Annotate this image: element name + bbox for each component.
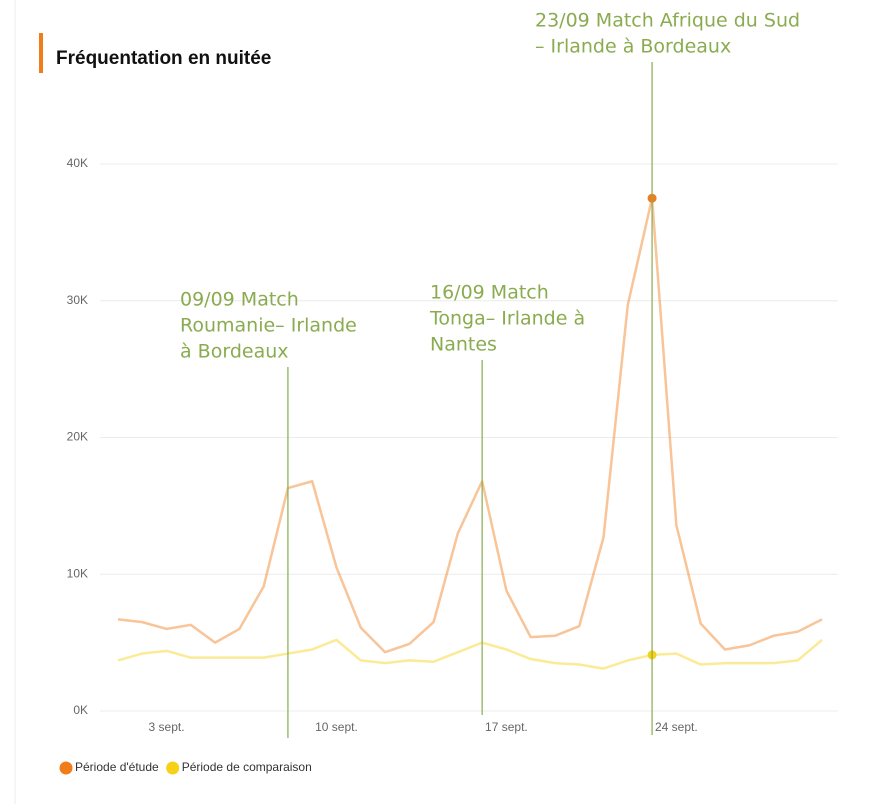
series-line bbox=[117, 638, 823, 670]
annotation-text: Tonga– Irlande à bbox=[429, 308, 585, 330]
x-tick-label: 3 sept. bbox=[149, 720, 185, 734]
x-tick-label: 10 sept. bbox=[315, 720, 358, 734]
annotation-text: 09/09 Match bbox=[180, 289, 299, 311]
y-tick-label: 40K bbox=[67, 156, 88, 170]
y-tick-label: 30K bbox=[67, 293, 88, 307]
chart-title: Fréquentation en nuitée bbox=[56, 48, 271, 69]
y-tick-label: 20K bbox=[67, 430, 88, 444]
annotation-text: 16/09 Match bbox=[430, 282, 549, 304]
y-tick-label: 0K bbox=[73, 703, 88, 717]
title-accent bbox=[39, 33, 43, 73]
legend-label: Période d'étude bbox=[75, 760, 159, 774]
annotation-text: Nantes bbox=[430, 334, 497, 356]
annotation-text: – Irlande à Bordeaux bbox=[535, 36, 731, 58]
annotation-text: Roumanie– Irlande bbox=[180, 315, 357, 337]
series-line bbox=[117, 196, 823, 654]
annotation-text: à Bordeaux bbox=[180, 341, 289, 363]
legend-label: Période de comparaison bbox=[182, 760, 312, 774]
legend-swatch bbox=[166, 761, 180, 775]
legend-swatch bbox=[59, 761, 73, 775]
annotation-text: 23/09 Match Afrique du Sud bbox=[535, 10, 800, 32]
x-tick-label: 17 sept. bbox=[485, 720, 528, 734]
y-tick-label: 10K bbox=[67, 566, 88, 580]
x-tick-label: 24 sept. bbox=[655, 720, 698, 734]
